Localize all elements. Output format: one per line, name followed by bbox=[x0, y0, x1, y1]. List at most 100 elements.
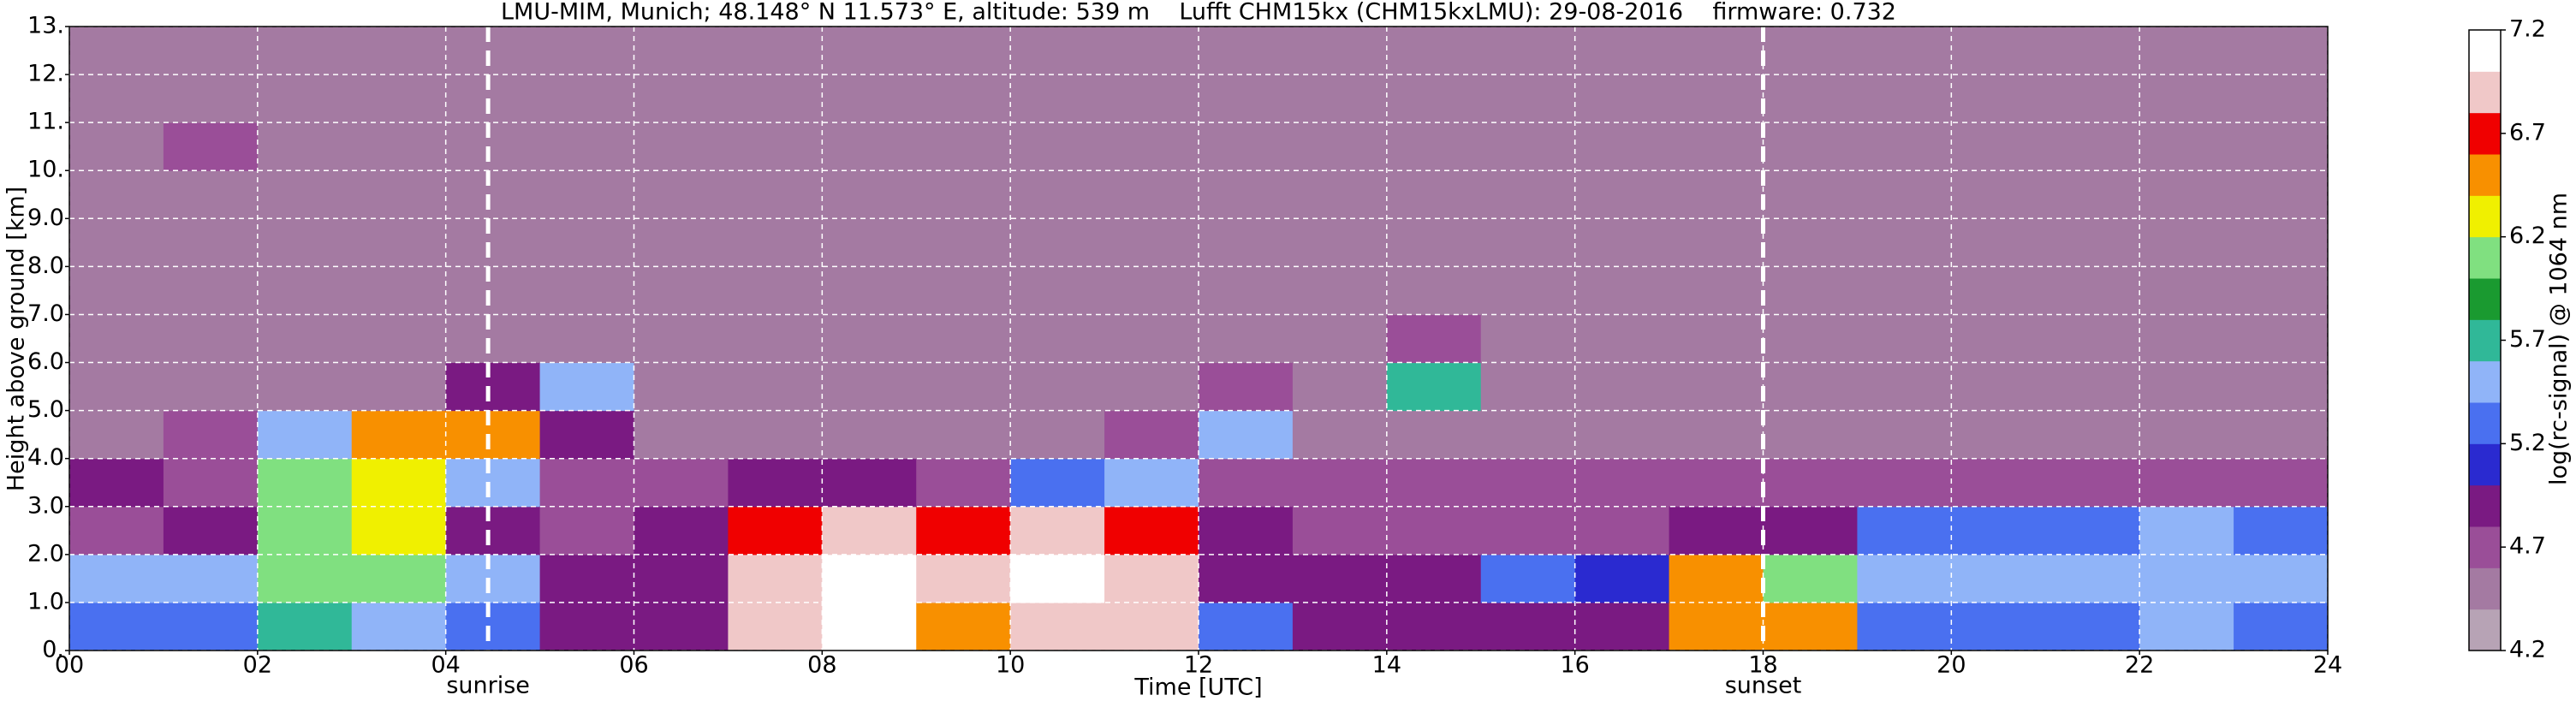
heatmap-cell bbox=[1763, 506, 1858, 556]
heatmap-cell bbox=[1104, 170, 1199, 219]
x-tick-label: 10 bbox=[996, 652, 1025, 679]
heatmap-cell bbox=[1199, 74, 1294, 123]
heatmap-cell bbox=[1857, 314, 1952, 364]
heatmap-cell bbox=[1199, 554, 1294, 603]
heatmap-cell bbox=[69, 602, 164, 651]
heatmap-cell bbox=[634, 27, 729, 75]
heatmap-cell bbox=[69, 458, 164, 508]
heatmap-cell bbox=[69, 314, 164, 364]
heatmap-cell bbox=[1857, 122, 1952, 171]
heatmap-cell bbox=[351, 602, 447, 651]
x-tick-label: 18 bbox=[1748, 652, 1777, 679]
heatmap-cell bbox=[445, 362, 541, 412]
heatmap-cell bbox=[257, 170, 353, 219]
heatmap-cell bbox=[1010, 74, 1105, 123]
x-tick-label: 14 bbox=[1372, 652, 1401, 679]
x-tick-label: 16 bbox=[1560, 652, 1589, 679]
heatmap-cell bbox=[1857, 362, 1952, 412]
heatmap-cell bbox=[1951, 458, 2046, 508]
colorbar-segment bbox=[2469, 319, 2501, 362]
heatmap-cell bbox=[1763, 554, 1858, 603]
heatmap-cell bbox=[1669, 218, 1764, 267]
heatmap-cell bbox=[916, 458, 1011, 508]
heatmap-cell bbox=[2139, 74, 2234, 123]
heatmap-cell bbox=[1010, 362, 1105, 412]
colorbar-segment bbox=[2469, 112, 2501, 155]
heatmap-cell bbox=[351, 554, 447, 603]
colorbar-segment bbox=[2469, 278, 2501, 320]
heatmap-cell bbox=[1857, 458, 1952, 508]
heatmap-cell bbox=[1010, 122, 1105, 171]
heatmap-cell bbox=[1669, 74, 1764, 123]
colorbar-segment bbox=[2469, 567, 2501, 610]
heatmap-cell bbox=[728, 410, 823, 460]
heatmap-cell bbox=[1199, 506, 1294, 556]
heatmap-cell bbox=[351, 74, 447, 123]
heatmap-cell bbox=[1574, 554, 1670, 603]
heatmap-cell bbox=[351, 314, 447, 364]
heatmap-cell bbox=[1669, 314, 1764, 364]
heatmap-cell bbox=[69, 27, 164, 75]
heatmap-cell bbox=[539, 218, 634, 267]
heatmap-cell bbox=[1574, 602, 1670, 651]
x-tick-label: 12 bbox=[1184, 652, 1213, 679]
colorbar-tick-label: 5.2 bbox=[2509, 430, 2546, 456]
heatmap-cell bbox=[1857, 602, 1952, 651]
heatmap-cell bbox=[634, 74, 729, 123]
heatmap-cell bbox=[2139, 314, 2234, 364]
heatmap-cell bbox=[1104, 27, 1199, 75]
heatmap-cell bbox=[1763, 218, 1858, 267]
heatmap-cell bbox=[634, 458, 729, 508]
heatmap-cell bbox=[2234, 410, 2329, 460]
heatmap-cell bbox=[1199, 362, 1294, 412]
heatmap-cell bbox=[1199, 602, 1294, 651]
heatmap-cell bbox=[822, 170, 917, 219]
colorbar-tick-label: 6.7 bbox=[2509, 119, 2546, 146]
heatmap-cell bbox=[1292, 170, 1388, 219]
heatmap-cell bbox=[1010, 554, 1105, 603]
heatmap-cell bbox=[1386, 554, 1482, 603]
heatmap-cell bbox=[2045, 410, 2140, 460]
x-tick-label: 08 bbox=[807, 652, 836, 679]
heatmap-cell bbox=[916, 362, 1011, 412]
heatmap-cell bbox=[1386, 27, 1482, 75]
heatmap-cell bbox=[1480, 170, 1576, 219]
heatmap-cell bbox=[1574, 362, 1670, 412]
heatmap-cell bbox=[1763, 122, 1858, 171]
colorbar-segment bbox=[2469, 236, 2501, 279]
heatmap-cell bbox=[1480, 314, 1576, 364]
heatmap-cell bbox=[539, 362, 634, 412]
heatmap-cell bbox=[1574, 170, 1670, 219]
y-tick-label: 2.0 bbox=[27, 540, 64, 567]
heatmap-cell bbox=[1857, 218, 1952, 267]
heatmap-cell bbox=[1669, 410, 1764, 460]
heatmap-cell bbox=[1386, 122, 1482, 171]
heatmap-cell bbox=[634, 266, 729, 315]
heatmap-cell bbox=[2234, 506, 2329, 556]
heatmap-cell bbox=[257, 314, 353, 364]
colorbar-tick-label: 6.2 bbox=[2509, 223, 2546, 249]
heatmap-cell bbox=[822, 362, 917, 412]
heatmap-cell bbox=[1292, 122, 1388, 171]
heatmap-cell bbox=[916, 170, 1011, 219]
heatmap-cell bbox=[1480, 458, 1576, 508]
heatmap-cell bbox=[916, 554, 1011, 603]
heatmap-cell bbox=[2045, 554, 2140, 603]
heatmap-cell bbox=[1199, 218, 1294, 267]
heatmap-cell bbox=[163, 266, 259, 315]
heatmap-cell bbox=[69, 170, 164, 219]
heatmap-cell bbox=[351, 458, 447, 508]
heatmap-cell bbox=[2045, 218, 2140, 267]
y-tick-label: 7.0 bbox=[27, 300, 64, 327]
heatmap-cell bbox=[1104, 314, 1199, 364]
heatmap-cell bbox=[351, 362, 447, 412]
heatmap-cell bbox=[2139, 218, 2234, 267]
heatmap-cell bbox=[445, 554, 541, 603]
heatmap-cell bbox=[1480, 27, 1576, 75]
heatmap-cell bbox=[351, 170, 447, 219]
heatmap-cell bbox=[1480, 362, 1576, 412]
x-tick-label: 20 bbox=[1936, 652, 1966, 679]
heatmap-cell bbox=[1574, 506, 1670, 556]
heatmap-cell bbox=[2045, 602, 2140, 651]
